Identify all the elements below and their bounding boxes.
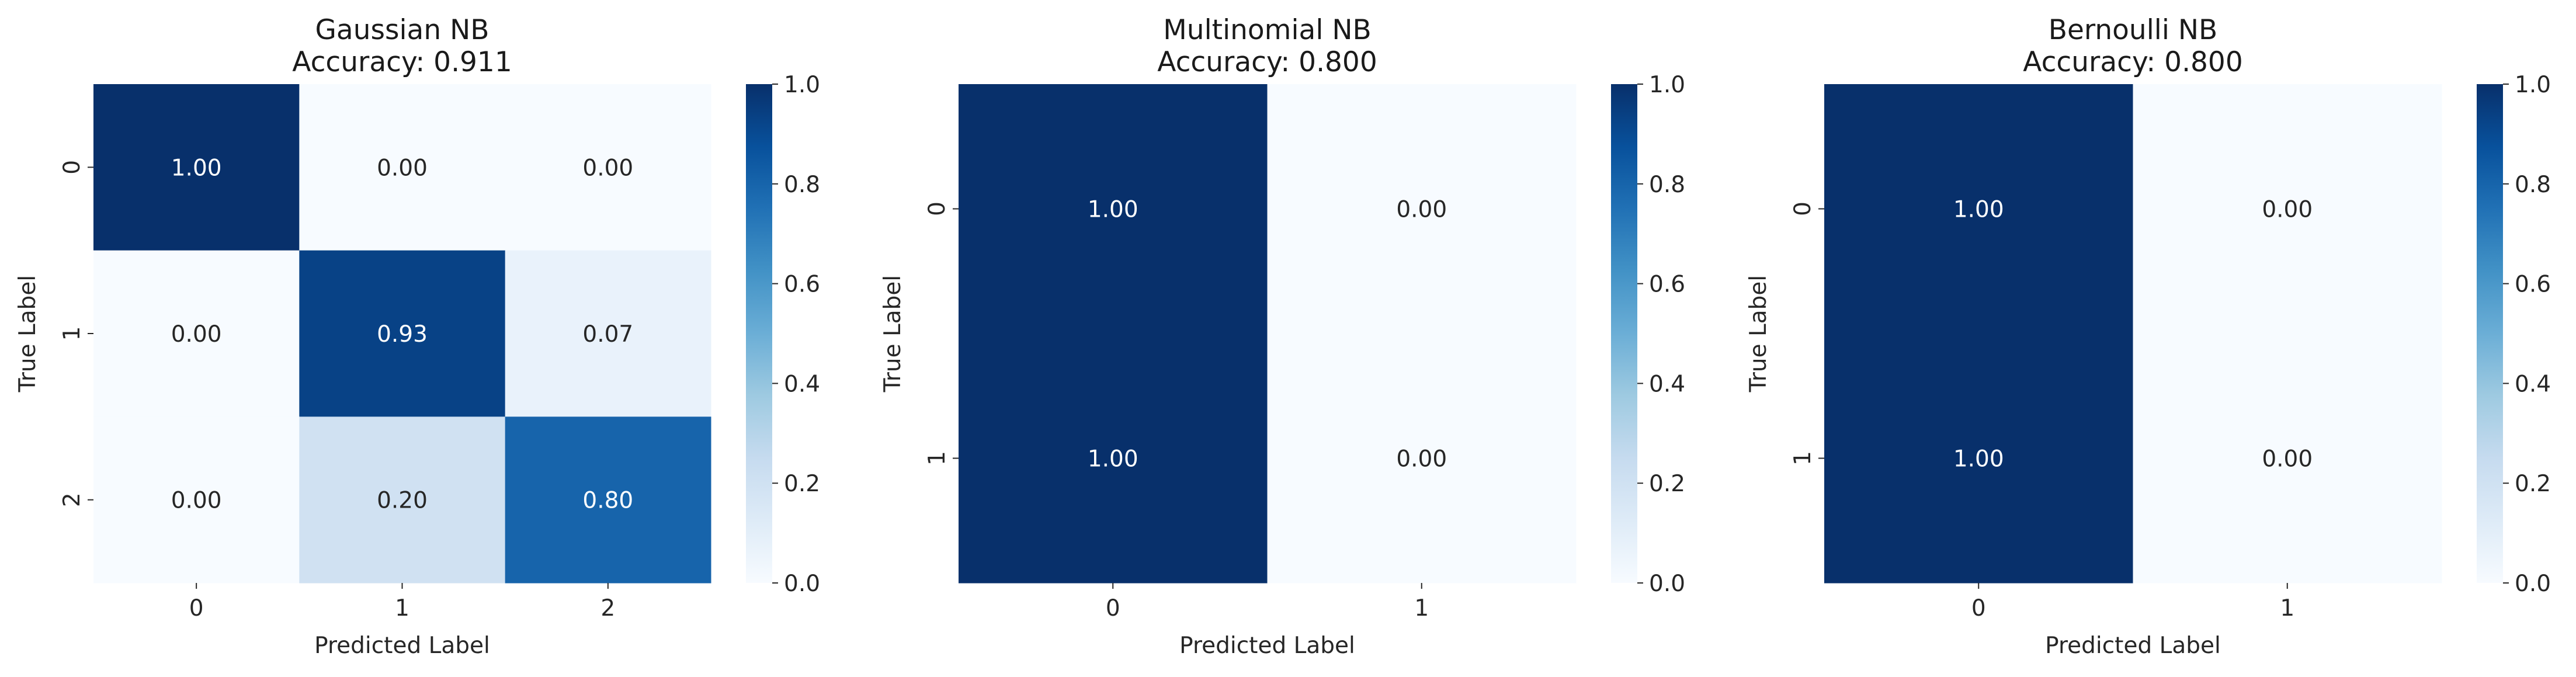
- y-tick-label: 0: [59, 160, 85, 175]
- x-axis-label: Predicted Label: [314, 633, 490, 659]
- cell-value-label: 1.00: [1088, 446, 1138, 473]
- heatmap-cell: [2133, 334, 2442, 584]
- x-tick-label: 2: [600, 595, 615, 622]
- x-tick-label: 1: [1414, 595, 1429, 622]
- colorbar-tick-label: 0.8: [1649, 172, 1685, 198]
- cell-value-label: 0.00: [582, 155, 633, 181]
- chart-subtitle: Accuracy: 0.911: [292, 46, 512, 78]
- heatmap-cell: [1267, 84, 1577, 334]
- colorbar-tick-label: 0.2: [784, 471, 820, 497]
- y-axis-label: True Label: [880, 275, 906, 393]
- heatmap-cell: [1824, 334, 2133, 584]
- colorbar-tick-label: 0.6: [1649, 272, 1685, 298]
- heatmap-cell: [2133, 84, 2442, 334]
- cell-value-label: 0.00: [171, 488, 222, 514]
- cell-value-label: 0.20: [377, 488, 428, 514]
- heatmap-cell: [1824, 84, 2133, 334]
- chart-subtitle: Accuracy: 0.800: [1157, 46, 1377, 78]
- y-axis-label: True Label: [1745, 275, 1772, 393]
- x-tick-label: 1: [2280, 595, 2294, 622]
- colorbar: [1611, 84, 1637, 583]
- heatmap-cell: [505, 250, 711, 417]
- heatmap-cell: [299, 84, 506, 251]
- heatmap-cell: [1267, 334, 1577, 584]
- cell-value-label: 0.00: [1396, 197, 1447, 223]
- chart-title: Bernoulli NB: [2049, 14, 2218, 46]
- cell-value-label: 1.00: [1088, 197, 1138, 223]
- heatmap-cell: [505, 84, 711, 251]
- colorbar-tick-label: 1.0: [2515, 72, 2551, 98]
- y-tick-label: 1: [1790, 451, 1816, 466]
- colorbar-tick-label: 0.6: [784, 272, 820, 298]
- heatmap-cell: [959, 334, 1268, 584]
- colorbar-tick-label: 0.2: [1649, 471, 1685, 497]
- x-axis-label: Predicted Label: [1179, 633, 1355, 659]
- cell-value-label: 1.00: [1953, 446, 2004, 473]
- colorbar-tick-label: 0.0: [784, 571, 820, 597]
- colorbar: [746, 84, 772, 583]
- colorbar-tick-label: 1.0: [784, 72, 820, 98]
- cell-value-label: 0.00: [171, 321, 222, 348]
- colorbar-tick-label: 0.6: [2515, 272, 2551, 298]
- x-tick-label: 0: [1106, 595, 1120, 622]
- heatmap-cell: [299, 250, 506, 417]
- cell-value-label: 0.07: [582, 321, 633, 348]
- heatmap-cell: [93, 416, 300, 584]
- cell-value-label: 0.00: [1396, 446, 1447, 473]
- y-tick-label: 1: [924, 451, 950, 466]
- colorbar-tick-label: 0.8: [2515, 172, 2551, 198]
- colorbar-tick-label: 1.0: [1649, 72, 1685, 98]
- chart-title: Gaussian NB: [315, 14, 489, 46]
- x-tick-label: 0: [189, 595, 204, 622]
- heatmap-cell: [299, 416, 506, 584]
- heatmap-cell: [93, 84, 300, 251]
- colorbar-tick-label: 0.8: [784, 172, 820, 198]
- y-axis-label: True Label: [15, 275, 41, 393]
- cell-value-label: 1.00: [1953, 197, 2004, 223]
- colorbar-tick-label: 0.4: [2515, 371, 2551, 397]
- colorbar: [2477, 84, 2503, 583]
- cell-value-label: 0.00: [2262, 197, 2313, 223]
- chart-title: Multinomial NB: [1163, 14, 1371, 46]
- heatmap-cell: [505, 416, 711, 584]
- cell-value-label: 0.00: [2262, 446, 2313, 473]
- cell-value-label: 0.80: [582, 488, 633, 514]
- y-tick-label: 0: [924, 202, 950, 216]
- colorbar-tick-label: 0.4: [1649, 371, 1685, 397]
- cell-value-label: 0.93: [377, 321, 428, 348]
- colorbar-tick-label: 0.4: [784, 371, 820, 397]
- colorbar-tick-label: 0.0: [1649, 571, 1685, 597]
- colorbar-tick-label: 0.0: [2515, 571, 2551, 597]
- y-tick-label: 1: [59, 327, 85, 341]
- heatmap-cell: [93, 250, 300, 417]
- colorbar-tick-label: 0.2: [2515, 471, 2551, 497]
- x-tick-label: 1: [395, 595, 409, 622]
- x-tick-label: 0: [1971, 595, 1986, 622]
- heatmap-cell: [959, 84, 1268, 334]
- y-tick-label: 0: [1790, 202, 1816, 216]
- y-tick-label: 2: [59, 492, 85, 507]
- cell-value-label: 1.00: [171, 155, 222, 181]
- cell-value-label: 0.00: [377, 155, 428, 181]
- x-axis-label: Predicted Label: [2045, 633, 2221, 659]
- chart-subtitle: Accuracy: 0.800: [2023, 46, 2242, 78]
